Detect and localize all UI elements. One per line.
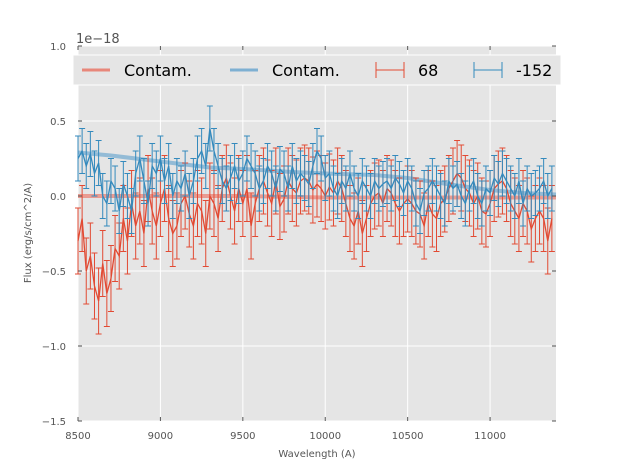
legend-entry: Contam. bbox=[230, 61, 340, 80]
x-tick-label: 11000 bbox=[474, 431, 506, 442]
series-line bbox=[77, 172, 553, 302]
x-tick-label: 10500 bbox=[392, 431, 424, 442]
legend-entry: 68 bbox=[375, 61, 438, 80]
y-offset-label: 1e−18 bbox=[76, 32, 120, 47]
legend-label: 68 bbox=[418, 61, 438, 80]
y-tick-label: 1.0 bbox=[50, 42, 66, 53]
legend-label: -152 bbox=[516, 61, 552, 80]
legend-entry: Contam. bbox=[82, 61, 192, 80]
series--152 bbox=[75, 105, 555, 234]
x-tick-label: 8500 bbox=[65, 431, 90, 442]
x-axis-label: Wavelength (A) bbox=[278, 449, 355, 460]
x-tick-label: 10000 bbox=[309, 431, 341, 442]
y-tick-label: −0.5 bbox=[42, 267, 66, 278]
axes: 8500 9000 9500 10000 10500 11000 −1.5 −1.0 −0.5 0… bbox=[42, 42, 556, 442]
legend: Contam. Contam. 68 -152 bbox=[72, 54, 562, 86]
legend-entry: -152 bbox=[473, 61, 552, 80]
y-tick-label: −1.5 bbox=[42, 417, 66, 428]
x-tick-label: 9500 bbox=[230, 431, 255, 442]
series-line bbox=[77, 128, 553, 213]
y-axis-label: Flux (erg/s/cm^2/A) bbox=[23, 183, 34, 283]
legend-label: Contam. bbox=[272, 61, 340, 80]
y-tick-label: 0.5 bbox=[50, 117, 66, 128]
series-layer bbox=[75, 105, 557, 335]
y-tick-label: 0.0 bbox=[50, 192, 66, 203]
plot-background bbox=[78, 46, 556, 421]
legend-label: Contam. bbox=[124, 61, 192, 80]
x-tick-label: 9000 bbox=[148, 431, 173, 442]
y-tick-label: −1.0 bbox=[42, 342, 66, 353]
